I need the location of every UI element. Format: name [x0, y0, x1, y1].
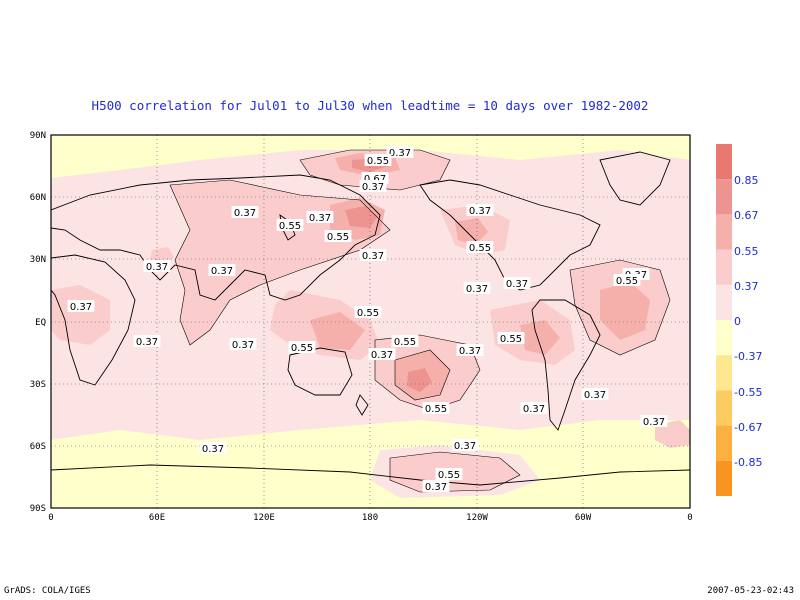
contour-label: 0.37: [643, 417, 665, 428]
map-frame: [50, 134, 691, 509]
contour-label: 0.55: [500, 334, 522, 345]
contour-label: 0.37: [362, 251, 384, 262]
colorbar-swatch: [716, 249, 732, 285]
contour-label: 0.55: [279, 221, 301, 232]
contour-label: 0.37: [506, 279, 528, 290]
footer-credit: GrADS: COLA/IGES: [4, 586, 91, 596]
colorbar-label-067: 0.67: [734, 209, 759, 222]
coast-newzealand: [355, 394, 369, 416]
colorbar-swatch: [716, 179, 732, 215]
contour-label: 0.55: [425, 404, 447, 415]
contour-label: 0.55: [357, 308, 379, 319]
coast-antarctica: [51, 464, 690, 486]
lon-tick-120e: 120E: [253, 513, 275, 523]
chart-title: H500 correlation for Jul01 to Jul30 when…: [91, 98, 649, 113]
coast-africa: [51, 254, 136, 386]
contour-label: 0.37: [70, 302, 92, 313]
lat-tick-90n: 90N: [29, 131, 46, 141]
contour-label: 0.37: [466, 284, 488, 295]
lat-tick-60s: 60S: [29, 442, 46, 452]
lat-tick-60n: 60N: [29, 193, 46, 203]
colorbar-swatch: [716, 390, 732, 426]
colorbar-swatch: [716, 320, 732, 356]
colorbar-label-037: 0.37: [734, 280, 759, 293]
contour-label: 0.37: [362, 182, 384, 193]
lat-tick-30s: 30S: [29, 380, 46, 390]
contour-label: 0.37: [469, 206, 491, 217]
contour-label: 0.37: [136, 337, 158, 348]
contour-label: 0.37: [389, 148, 411, 159]
lon-tick-120w: 120W: [466, 513, 488, 523]
colorbar-swatch: [716, 214, 732, 250]
field-055-067-e: [310, 312, 365, 350]
colorbar-label-neg037: -0.37: [734, 350, 763, 363]
contour-label: 0.37: [371, 350, 393, 361]
lat-tick-90s: 90S: [29, 504, 46, 514]
contour-label: 0.55: [616, 276, 638, 287]
field-037-055-h: [51, 285, 110, 345]
contour-label: 0.37: [234, 208, 256, 219]
lon-tick-0-east: 0: [687, 513, 693, 523]
colorbar-swatch: [716, 460, 732, 496]
colorbar-label-neg055: -0.55: [734, 386, 763, 399]
lon-tick-60w: 60W: [574, 513, 592, 523]
contour-label: 0.37: [232, 340, 254, 351]
contour-label: 0.55: [394, 337, 416, 348]
contour-label: 0.37: [202, 444, 224, 455]
colorbar-swatch: [716, 284, 732, 320]
coast-greenland: [599, 151, 671, 206]
coast-south-america: [531, 299, 601, 431]
lon-tick-180: 180: [361, 513, 379, 523]
contour-label: 0.67: [364, 174, 386, 185]
coast-eurasia: [51, 174, 381, 301]
colorbar-label-0: 0: [734, 315, 741, 328]
colorbar-label-055: 0.55: [734, 245, 759, 258]
lon-tick-60e: 60E: [148, 513, 166, 523]
coast-north-america: [419, 179, 601, 291]
colorbar-label-neg067: -0.67: [734, 421, 763, 434]
field-037-055-k: [150, 247, 174, 264]
contour-label: 0.55: [367, 156, 389, 167]
lon-tick-0: 0: [48, 513, 54, 523]
contour-label: 0.37: [523, 404, 545, 415]
contour-label: 0.37: [309, 213, 331, 224]
colorbar-swatch: [716, 425, 732, 461]
colorbar-label-neg085: -0.85: [734, 456, 763, 469]
colorbar-swatch: [716, 144, 732, 180]
contour-label: 0.37: [454, 441, 476, 452]
contour-label: 0.55: [469, 243, 491, 254]
contour-label: 0.55: [327, 232, 349, 243]
colorbar-swatch: [716, 355, 732, 391]
contour-label: 0.37: [425, 482, 447, 493]
lat-tick-eq: EQ: [35, 318, 46, 328]
coast-australia: [287, 347, 353, 396]
contour-labels: 0.370.550.670.370.370.550.370.550.370.55…: [67, 146, 668, 493]
lat-tick-30n: 30N: [29, 255, 46, 265]
contour-label: 0.37: [459, 346, 481, 357]
contour-label: 0.37: [211, 266, 233, 277]
contour-label: 0.37: [146, 262, 168, 273]
field-055-067-d: [600, 282, 650, 340]
field-055-067-f: [455, 218, 488, 245]
contour-label: 0.55: [438, 470, 460, 481]
colorbar: [716, 144, 732, 496]
field-055-067-g: [520, 320, 560, 355]
contour-label: 0.55: [291, 343, 313, 354]
contour-label: 0.37: [584, 390, 606, 401]
footer-timestamp: 2007-05-23-02:43: [707, 586, 794, 596]
field-067-085-c: [407, 368, 432, 392]
colorbar-label-085: 0.85: [734, 174, 759, 187]
